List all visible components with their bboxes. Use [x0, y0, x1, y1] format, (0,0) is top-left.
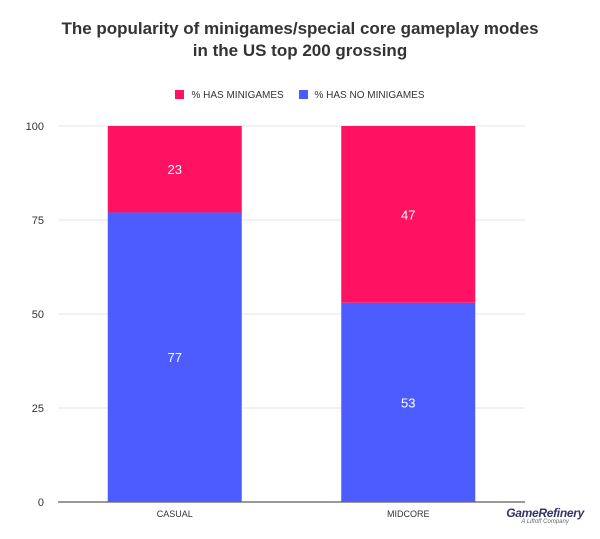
x-tick-label: MIDCORE: [387, 509, 430, 519]
bar-no-minigames: [341, 302, 476, 502]
data-label: 53: [401, 395, 415, 410]
y-tick-label: 0: [38, 497, 44, 509]
y-tick-label: 50: [32, 309, 44, 321]
gamerefinery-logo: GameRefinery A Liftoff Company: [506, 506, 584, 525]
legend-swatch-has-minigames: [175, 90, 185, 99]
bar-no-minigames: [107, 212, 242, 503]
data-label: 47: [401, 207, 415, 222]
data-label: 77: [168, 350, 182, 365]
chart-title-line-1: The popularity of minigames/special core…: [61, 19, 539, 38]
legend-swatch-no-minigames: [298, 90, 308, 99]
chart-title-line-2: in the US top 200 grossing: [192, 41, 408, 60]
chart-title: The popularity of minigames/special core…: [0, 18, 600, 62]
legend-label-has-minigames: % HAS MINIGAMES: [191, 90, 284, 101]
y-tick-label: 75: [32, 215, 44, 227]
legend-item-has-minigames: % HAS MINIGAMES: [175, 90, 284, 101]
legend-item-no-minigames: % HAS NO MINIGAMES: [298, 90, 425, 101]
brand-tagline: A Liftoff Company: [521, 519, 569, 525]
x-tick-label: CASUAL: [157, 509, 193, 519]
bar-has-minigames: [107, 126, 242, 213]
data-label: 23: [168, 162, 182, 177]
y-tick-label: 25: [32, 403, 44, 415]
legend: % HAS MINIGAMES % HAS NO MINIGAMES: [0, 90, 600, 101]
brand-name: GameRefinery: [506, 506, 584, 520]
legend-label-no-minigames: % HAS NO MINIGAMES: [314, 90, 425, 101]
y-tick-label: 100: [26, 121, 44, 133]
bar-has-minigames: [341, 126, 476, 303]
